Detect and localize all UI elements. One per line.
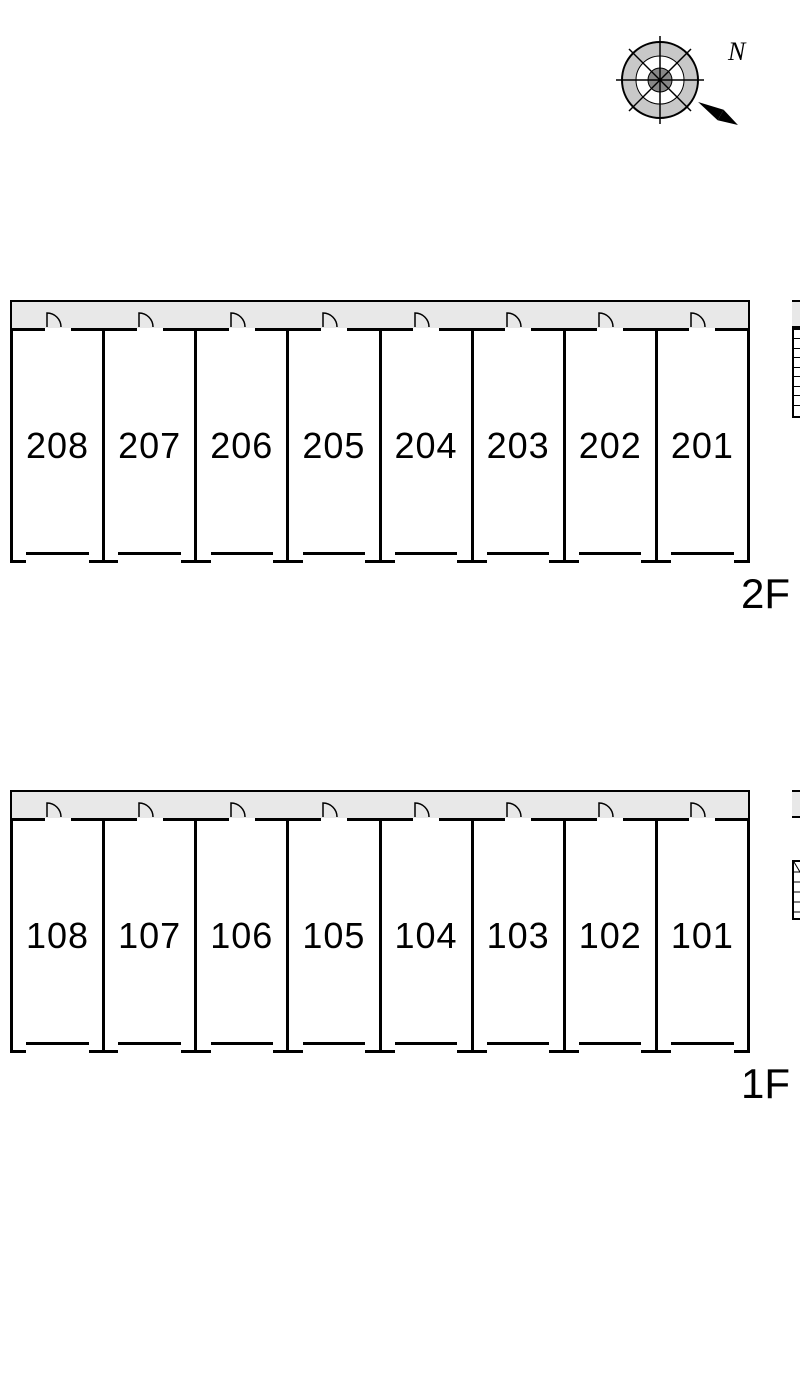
unit-label: 107	[118, 915, 181, 957]
unit-206: 206	[197, 328, 289, 563]
unit-label: 207	[118, 425, 181, 467]
floor-label-2f: 2F	[741, 570, 790, 618]
unit-201: 201	[658, 328, 750, 563]
unit-label: 204	[395, 425, 458, 467]
unit-107: 107	[105, 818, 197, 1053]
corridor-2f	[10, 300, 750, 328]
unit-label: 105	[302, 915, 365, 957]
stairs-landing-1f	[792, 790, 800, 818]
units-row-1f: 108 107 106 105 104	[10, 818, 750, 1053]
unit-label: 108	[26, 915, 89, 957]
floor-label-1f: 1F	[741, 1060, 790, 1108]
unit-label: 106	[210, 915, 273, 957]
unit-label: 208	[26, 425, 89, 467]
unit-208: 208	[10, 328, 105, 563]
floor-1-plan: 108 107 106 105 104	[10, 790, 790, 1053]
unit-207: 207	[105, 328, 197, 563]
unit-203: 203	[474, 328, 566, 563]
unit-104: 104	[382, 818, 474, 1053]
units-row-2f: 208 207 206 205 204	[10, 328, 750, 563]
unit-label: 203	[487, 425, 550, 467]
stairs-1f	[792, 860, 800, 920]
corridor-1f	[10, 790, 750, 818]
unit-label: 102	[579, 915, 642, 957]
unit-103: 103	[474, 818, 566, 1053]
unit-202: 202	[566, 328, 658, 563]
unit-label: 202	[579, 425, 642, 467]
unit-205: 205	[289, 328, 381, 563]
unit-108: 108	[10, 818, 105, 1053]
stairs-landing-2f	[792, 300, 800, 328]
unit-label: 103	[487, 915, 550, 957]
unit-label: 206	[210, 425, 273, 467]
unit-label: 201	[671, 425, 734, 467]
unit-204: 204	[382, 328, 474, 563]
unit-106: 106	[197, 818, 289, 1053]
unit-102: 102	[566, 818, 658, 1053]
unit-101: 101	[658, 818, 750, 1053]
compass-label: N	[727, 37, 747, 66]
unit-label: 101	[671, 915, 734, 957]
compass-rose: N	[600, 20, 760, 145]
floor-2-plan: 208 207 206 205 204	[10, 300, 790, 563]
unit-105: 105	[289, 818, 381, 1053]
unit-label: 205	[302, 425, 365, 467]
stairs-2f	[792, 328, 800, 418]
unit-label: 104	[395, 915, 458, 957]
